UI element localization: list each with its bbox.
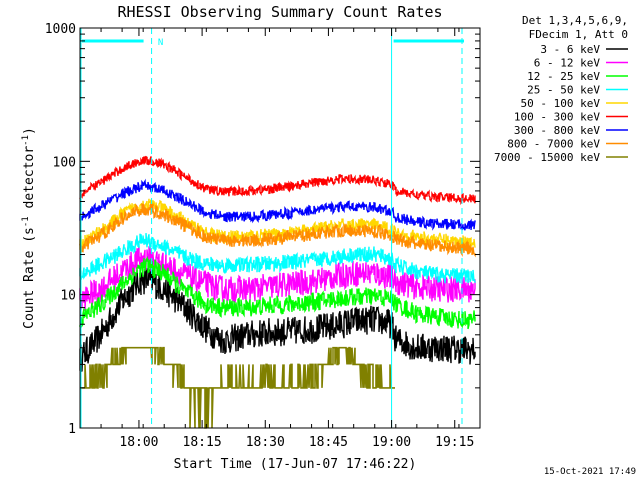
- y-label-end: ): [22, 127, 37, 135]
- legend-label: 3 - 6 keV: [540, 43, 600, 56]
- legend-label: 25 - 50 keV: [527, 84, 600, 97]
- chart-title: RHESSI Observing Summary Count Rates: [117, 3, 442, 21]
- legend-label: 100 - 300 keV: [514, 111, 600, 124]
- legend-label: 12 - 25 keV: [527, 70, 600, 83]
- y-tick-label: 10: [60, 289, 76, 304]
- legend-label: 7000 - 15000 keV: [494, 151, 600, 164]
- legend-label: 6 - 12 keV: [534, 57, 601, 70]
- generation-timestamp: 15-Oct-2021 17:49: [544, 467, 636, 477]
- observing-markers: N: [80, 28, 464, 428]
- y-label-mid: detector: [22, 146, 37, 217]
- x-tick-label: 18:30: [246, 435, 285, 450]
- y-tick-label: 1: [68, 422, 76, 437]
- y-tick-label: 100: [53, 155, 76, 170]
- plot-area: [79, 155, 476, 429]
- legend-label: 800 - 7000 keV: [507, 138, 600, 151]
- plot-frame: [79, 27, 481, 429]
- y-label-main: Count Rate (s: [22, 227, 37, 329]
- x-tick-label: 19:00: [372, 435, 411, 450]
- x-axis-label: Start Time (17-Jun-07 17:46:22): [174, 457, 417, 472]
- x-tick-label: 19:15: [435, 435, 474, 450]
- y-axis-label: Count Rate (s-1 detector-1): [21, 127, 37, 329]
- series-line-7000-15000kev: [80, 346, 395, 429]
- legend-header-line-2: FDecim 1, Att 0: [529, 28, 628, 41]
- legend-label: 300 - 800 keV: [514, 124, 600, 137]
- legend-header-line-1: Det 1,3,4,5,6,9,: [522, 14, 628, 27]
- y-label-sup1: -1: [21, 216, 31, 227]
- x-tick-label: 18:45: [309, 435, 348, 450]
- series-line-800-7000kev: [79, 203, 476, 258]
- series-line-100-300kev: [79, 155, 476, 206]
- y-tick-label: 1000: [45, 22, 76, 37]
- series-line-25-50kev: [79, 233, 476, 284]
- axes: 18:00 18:15 18:30 18:45 19:00 19:15 1 10 100 1000: [45, 22, 481, 450]
- legend: Det 1,3,4,5,6,9, FDecim 1, Att 0 3 - 6 k…: [494, 14, 628, 164]
- legend-label: 50 - 100 keV: [521, 97, 601, 110]
- series-line-12-25kev: [79, 255, 476, 330]
- x-tick-label: 18:15: [183, 435, 222, 450]
- night-label: N: [158, 38, 163, 48]
- x-tick-label: 18:00: [119, 435, 158, 450]
- y-label-sup2: -1: [21, 135, 31, 146]
- series-line-300-800kev: [79, 178, 476, 231]
